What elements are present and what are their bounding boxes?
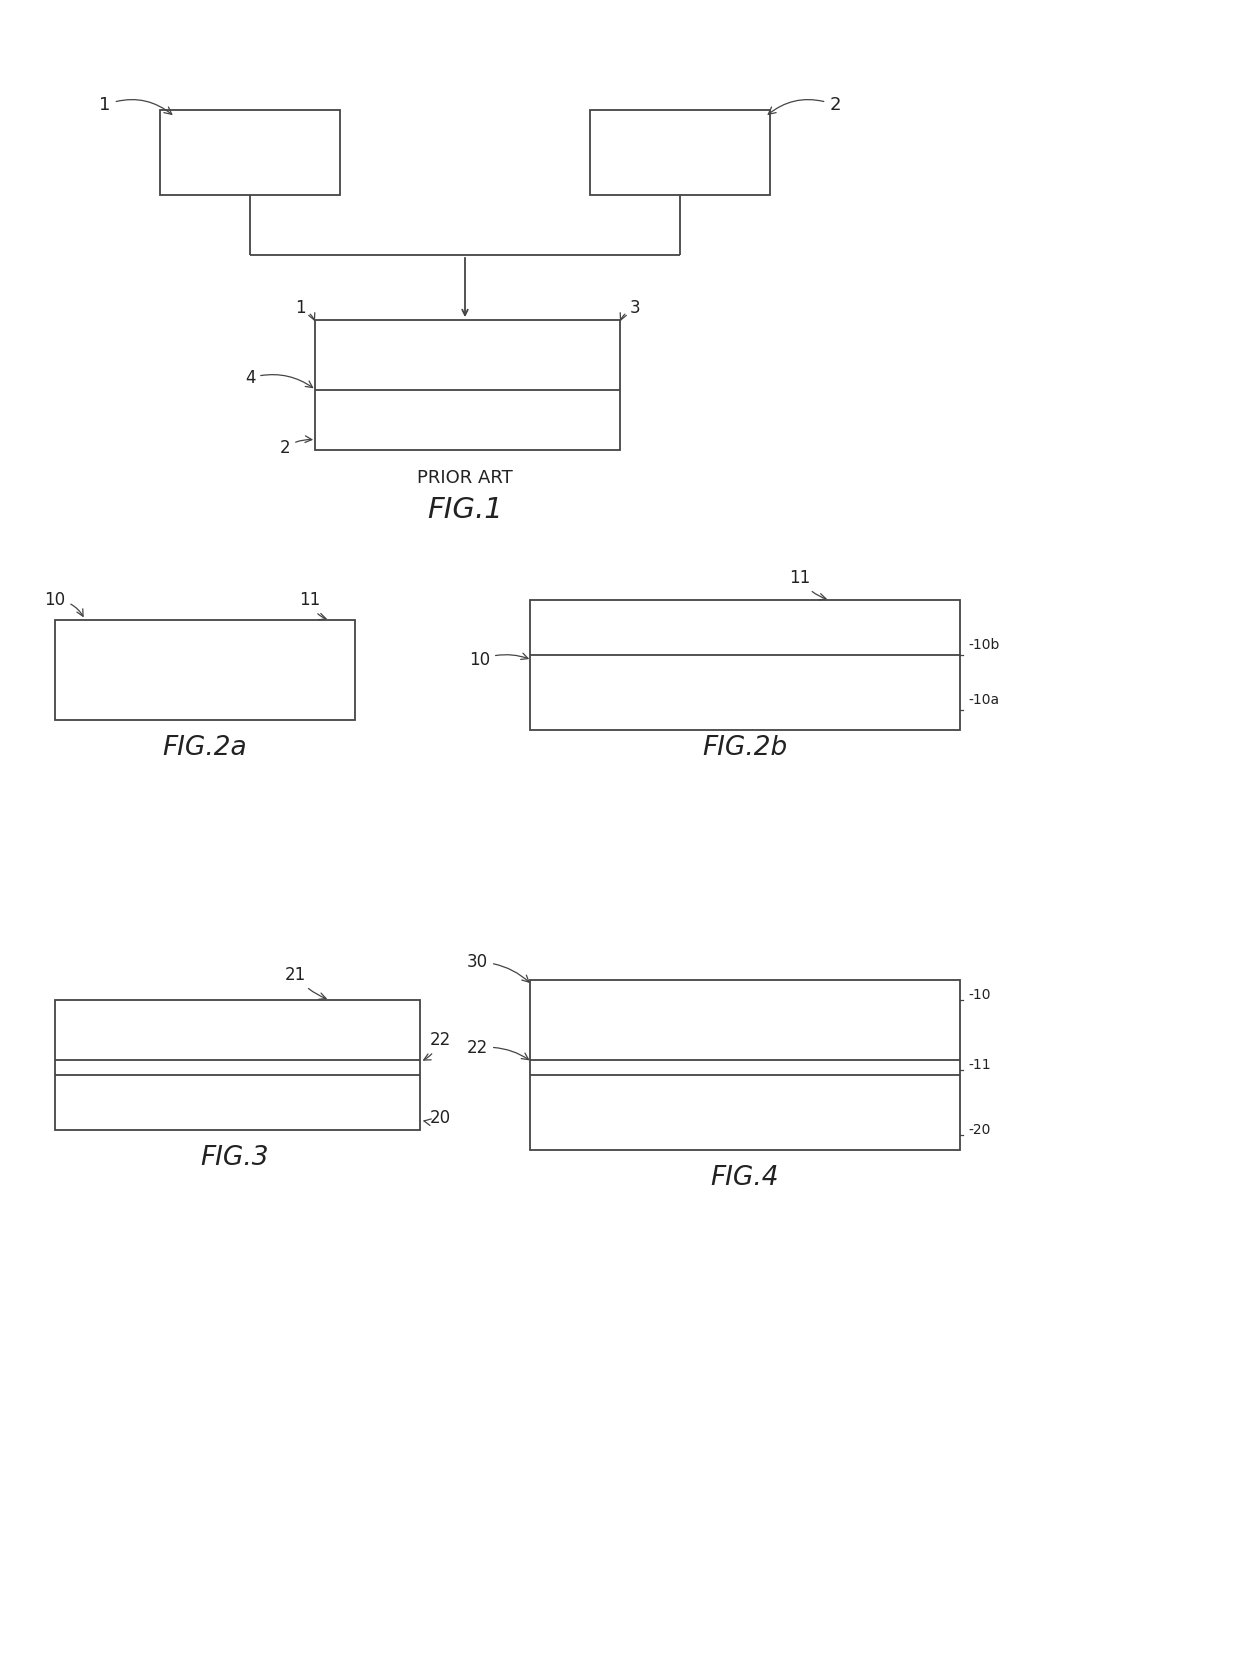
Text: 11: 11	[790, 570, 826, 600]
Text: 30: 30	[467, 953, 529, 982]
Text: 1: 1	[99, 96, 172, 115]
Polygon shape	[315, 321, 620, 450]
Text: 20: 20	[424, 1110, 451, 1128]
Polygon shape	[590, 110, 770, 194]
Polygon shape	[160, 110, 340, 194]
Text: FIG.1: FIG.1	[427, 497, 503, 523]
Text: PRIOR ART: PRIOR ART	[417, 468, 513, 487]
Text: 21: 21	[284, 967, 326, 1000]
Text: -10a: -10a	[968, 693, 999, 708]
Text: 2: 2	[769, 96, 841, 115]
Polygon shape	[529, 980, 960, 1149]
Text: 22: 22	[466, 1040, 528, 1060]
Text: FIG.2b: FIG.2b	[702, 736, 787, 761]
Text: -10b: -10b	[968, 638, 999, 653]
Text: 22: 22	[424, 1031, 451, 1060]
Polygon shape	[55, 1000, 420, 1129]
Text: 2: 2	[280, 435, 311, 457]
Text: 10: 10	[469, 651, 528, 669]
Text: FIG.3: FIG.3	[201, 1144, 269, 1171]
Text: FIG.2a: FIG.2a	[162, 736, 247, 761]
Polygon shape	[529, 600, 960, 729]
Text: 3: 3	[620, 299, 640, 321]
Text: -10: -10	[968, 988, 991, 1002]
Text: 10: 10	[45, 591, 83, 616]
Polygon shape	[55, 620, 355, 719]
Text: -11: -11	[968, 1058, 991, 1071]
Text: FIG.4: FIG.4	[711, 1164, 779, 1191]
Text: 4: 4	[244, 369, 312, 387]
Text: 1: 1	[295, 299, 315, 321]
Text: -20: -20	[968, 1123, 991, 1138]
Text: 11: 11	[299, 591, 326, 620]
